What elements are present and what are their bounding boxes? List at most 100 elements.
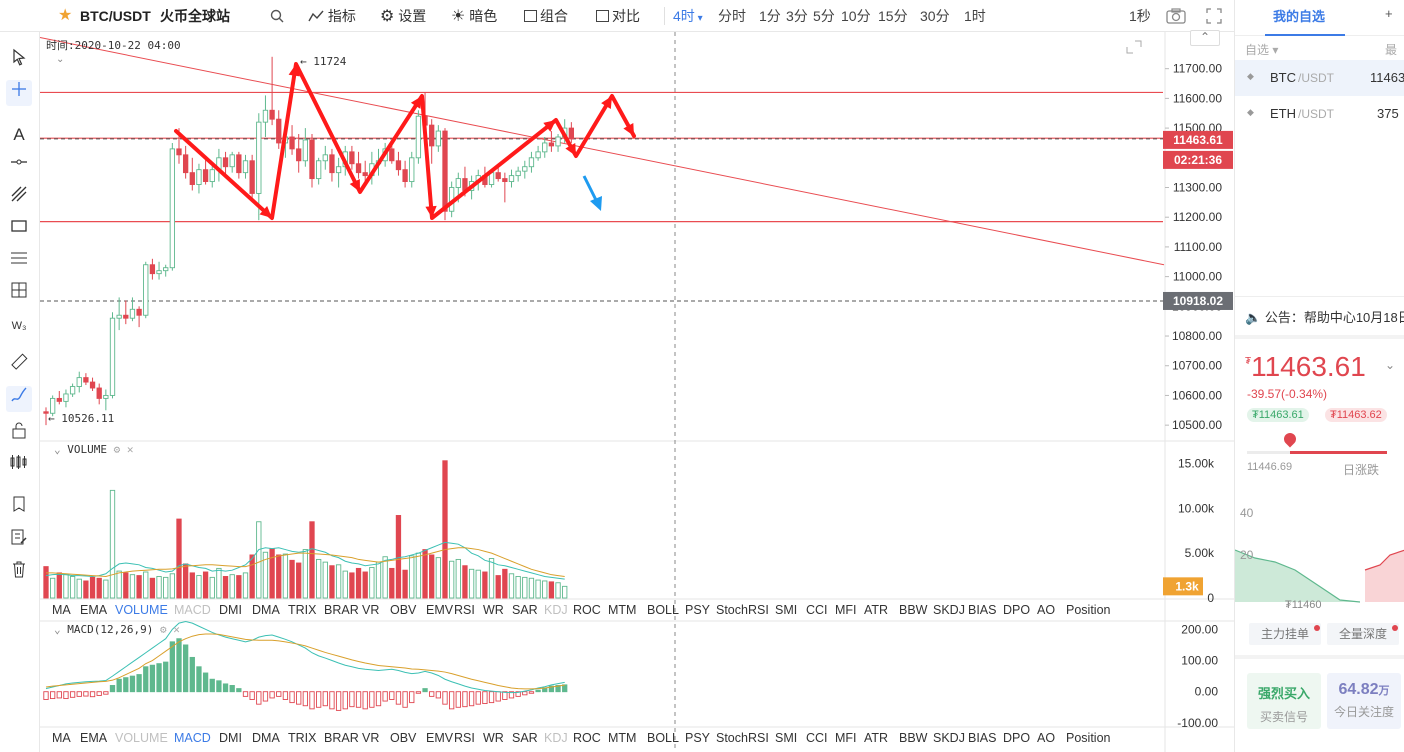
indicator-tab-stochrsi[interactable]: StochRSI xyxy=(716,731,769,745)
watchlist-filter[interactable]: 自选 ▾ xyxy=(1245,41,1278,58)
indicator-tab-skdj[interactable]: SKDJ xyxy=(933,731,965,745)
expand-icon[interactable] xyxy=(1126,40,1142,54)
timeframe-1[interactable]: 1分 xyxy=(759,8,781,24)
indicator-tab-mfi[interactable]: MFI xyxy=(835,731,857,745)
indicator-tab-macd[interactable]: MACD xyxy=(174,603,211,617)
indicator-tab-ao[interactable]: AO xyxy=(1037,731,1056,745)
indicator-tab-sar[interactable]: SAR xyxy=(512,731,538,745)
trash-icon[interactable] xyxy=(6,560,32,586)
indicator-tab-trix[interactable]: TRIX xyxy=(288,603,317,617)
indicator-tab-obv[interactable]: OBV xyxy=(390,603,417,617)
add-tab-icon[interactable]: + xyxy=(1385,6,1393,21)
brush-icon[interactable] xyxy=(6,386,32,412)
indicator-tab-rsi[interactable]: RSI xyxy=(454,731,475,745)
indicator-tab-roc[interactable]: ROC xyxy=(573,603,601,617)
parallel-lines-icon[interactable] xyxy=(6,249,32,275)
timeframe-7[interactable]: 1时 xyxy=(964,8,986,24)
indicator-tab-dpo[interactable]: DPO xyxy=(1003,603,1031,617)
indicator-tab-obv[interactable]: OBV xyxy=(390,731,417,745)
indicator-tab-skdj[interactable]: SKDJ xyxy=(933,603,965,617)
refresh-rate[interactable]: 1秒 xyxy=(1129,8,1151,24)
bookmark-icon[interactable] xyxy=(6,495,32,521)
indicator-tab-dmi[interactable]: DMI xyxy=(219,603,242,617)
volume-settings-icon[interactable]: ⚙ xyxy=(113,443,121,456)
indicator-tab-dma[interactable]: DMA xyxy=(252,603,280,617)
indicator-tab-trix[interactable]: TRIX xyxy=(288,731,317,745)
main-orders-button[interactable]: 主力挂单 xyxy=(1249,623,1321,645)
indicator-tab-position[interactable]: Position xyxy=(1066,731,1111,745)
price-chevron-down-icon[interactable]: ⌄ xyxy=(1385,358,1396,372)
indicator-tab-sar[interactable]: SAR xyxy=(512,603,538,617)
rectangle-icon[interactable] xyxy=(6,217,32,243)
indicator-tab-ma[interactable]: MA xyxy=(52,603,71,617)
indicator-tab-psy[interactable]: PSY xyxy=(685,603,711,617)
indicator-tab-volume[interactable]: VOLUME xyxy=(115,603,168,617)
notice-bar[interactable]: 🔈 公告：帮助中心10月18日 xyxy=(1245,307,1404,326)
macd-settings-icon[interactable]: ⚙ xyxy=(159,623,167,636)
trend-line-icon[interactable] xyxy=(6,185,32,211)
indicator-tab-bbw[interactable]: BBW xyxy=(899,603,928,617)
collapse-chevron-icon[interactable]: ⌄ xyxy=(56,54,65,65)
indicator-tab-kdj[interactable]: KDJ xyxy=(544,731,568,745)
indicator-tab-wr[interactable]: WR xyxy=(483,603,504,617)
interval-dropdown[interactable]: 4时 ▾ xyxy=(673,0,703,32)
crosshair-icon[interactable] xyxy=(6,80,32,106)
indicator-tab-bias[interactable]: BIAS xyxy=(968,603,997,617)
grid-tool-icon[interactable] xyxy=(6,281,32,307)
pair-row-btc[interactable]: ◆ BTC /USDT 11463 xyxy=(1235,60,1404,96)
symbol-title[interactable]: BTC/USDT xyxy=(80,8,151,24)
indicator-tab-vr[interactable]: VR xyxy=(362,603,380,617)
price-chart[interactable]: 11700.0011600.0011500.0011400.0011300.00… xyxy=(0,0,1234,752)
lock-icon[interactable] xyxy=(6,421,32,447)
timeframe-3[interactable]: 5分 xyxy=(813,8,835,24)
indicator-tab-boll[interactable]: BOLL xyxy=(647,603,679,617)
text-tool-icon[interactable]: A xyxy=(13,125,25,144)
indicator-tab-roc[interactable]: ROC xyxy=(573,731,601,745)
indicator-tab-dmi[interactable]: DMI xyxy=(219,731,242,745)
indicator-tab-atr[interactable]: ATR xyxy=(864,603,889,617)
settings-button[interactable]: ⚙ 设置 xyxy=(380,0,426,32)
compare-button[interactable]: 对比 xyxy=(596,0,640,32)
indicator-tab-ema[interactable]: EMA xyxy=(80,731,108,745)
indicator-tab-macd[interactable]: MACD xyxy=(174,731,211,745)
indicator-tab-mtm[interactable]: MTM xyxy=(608,603,637,617)
indicators-button[interactable]: 指标 xyxy=(308,0,356,32)
indicator-tab-emv[interactable]: EMV xyxy=(426,603,454,617)
star-icon[interactable]: ★ xyxy=(58,7,73,24)
indicator-tab-ema[interactable]: EMA xyxy=(80,603,108,617)
full-depth-button[interactable]: 全量深度 xyxy=(1327,623,1399,645)
macd-pane-chevron-icon[interactable]: ⌄ xyxy=(54,623,61,636)
pair-row-eth[interactable]: ◆ ETH /USDT 375 xyxy=(1235,96,1404,132)
indicator-tab-rsi[interactable]: RSI xyxy=(454,603,475,617)
attention-card[interactable]: 64.82万 今日关注度 xyxy=(1327,673,1401,729)
depth-chart[interactable] xyxy=(1235,500,1404,620)
cursor-arrow-icon[interactable] xyxy=(6,48,32,74)
camera-icon[interactable] xyxy=(1166,0,1186,32)
indicator-tab-brar[interactable]: BRAR xyxy=(324,603,359,617)
indicator-tab-position[interactable]: Position xyxy=(1066,603,1111,617)
indicator-tab-vr[interactable]: VR xyxy=(362,731,380,745)
indicator-tab-volume[interactable]: VOLUME xyxy=(115,731,168,745)
edit-list-icon[interactable] xyxy=(6,528,32,554)
indicator-tab-stochrsi[interactable]: StochRSI xyxy=(716,603,769,617)
horizontal-line-icon[interactable] xyxy=(6,153,32,179)
indicator-tab-boll[interactable]: BOLL xyxy=(647,731,679,745)
indicator-tab-kdj[interactable]: KDJ xyxy=(544,603,568,617)
indicator-tab-mfi[interactable]: MFI xyxy=(835,603,857,617)
indicator-tab-brar[interactable]: BRAR xyxy=(324,731,359,745)
timeframe-2[interactable]: 3分 xyxy=(786,8,808,24)
tab-my-watchlist[interactable]: 我的自选 xyxy=(1273,9,1326,24)
signal-card[interactable]: 强烈买入 买卖信号 xyxy=(1247,673,1321,729)
fullscreen-icon[interactable] xyxy=(1206,0,1222,32)
wave-tool-icon[interactable]: W₃ xyxy=(11,320,27,332)
volume-close-icon[interactable]: ✕ xyxy=(126,443,134,456)
timeframe-0[interactable]: 分时 xyxy=(718,8,746,24)
indicator-tab-emv[interactable]: EMV xyxy=(426,731,454,745)
indicator-tab-bbw[interactable]: BBW xyxy=(899,731,928,745)
indicator-tab-mtm[interactable]: MTM xyxy=(608,731,637,745)
combo-button[interactable]: 组合 xyxy=(524,0,568,32)
indicator-tab-dma[interactable]: DMA xyxy=(252,731,280,745)
indicator-tab-smi[interactable]: SMI xyxy=(775,603,798,617)
timeframe-6[interactable]: 30分 xyxy=(920,8,950,24)
indicator-tab-wr[interactable]: WR xyxy=(483,731,504,745)
